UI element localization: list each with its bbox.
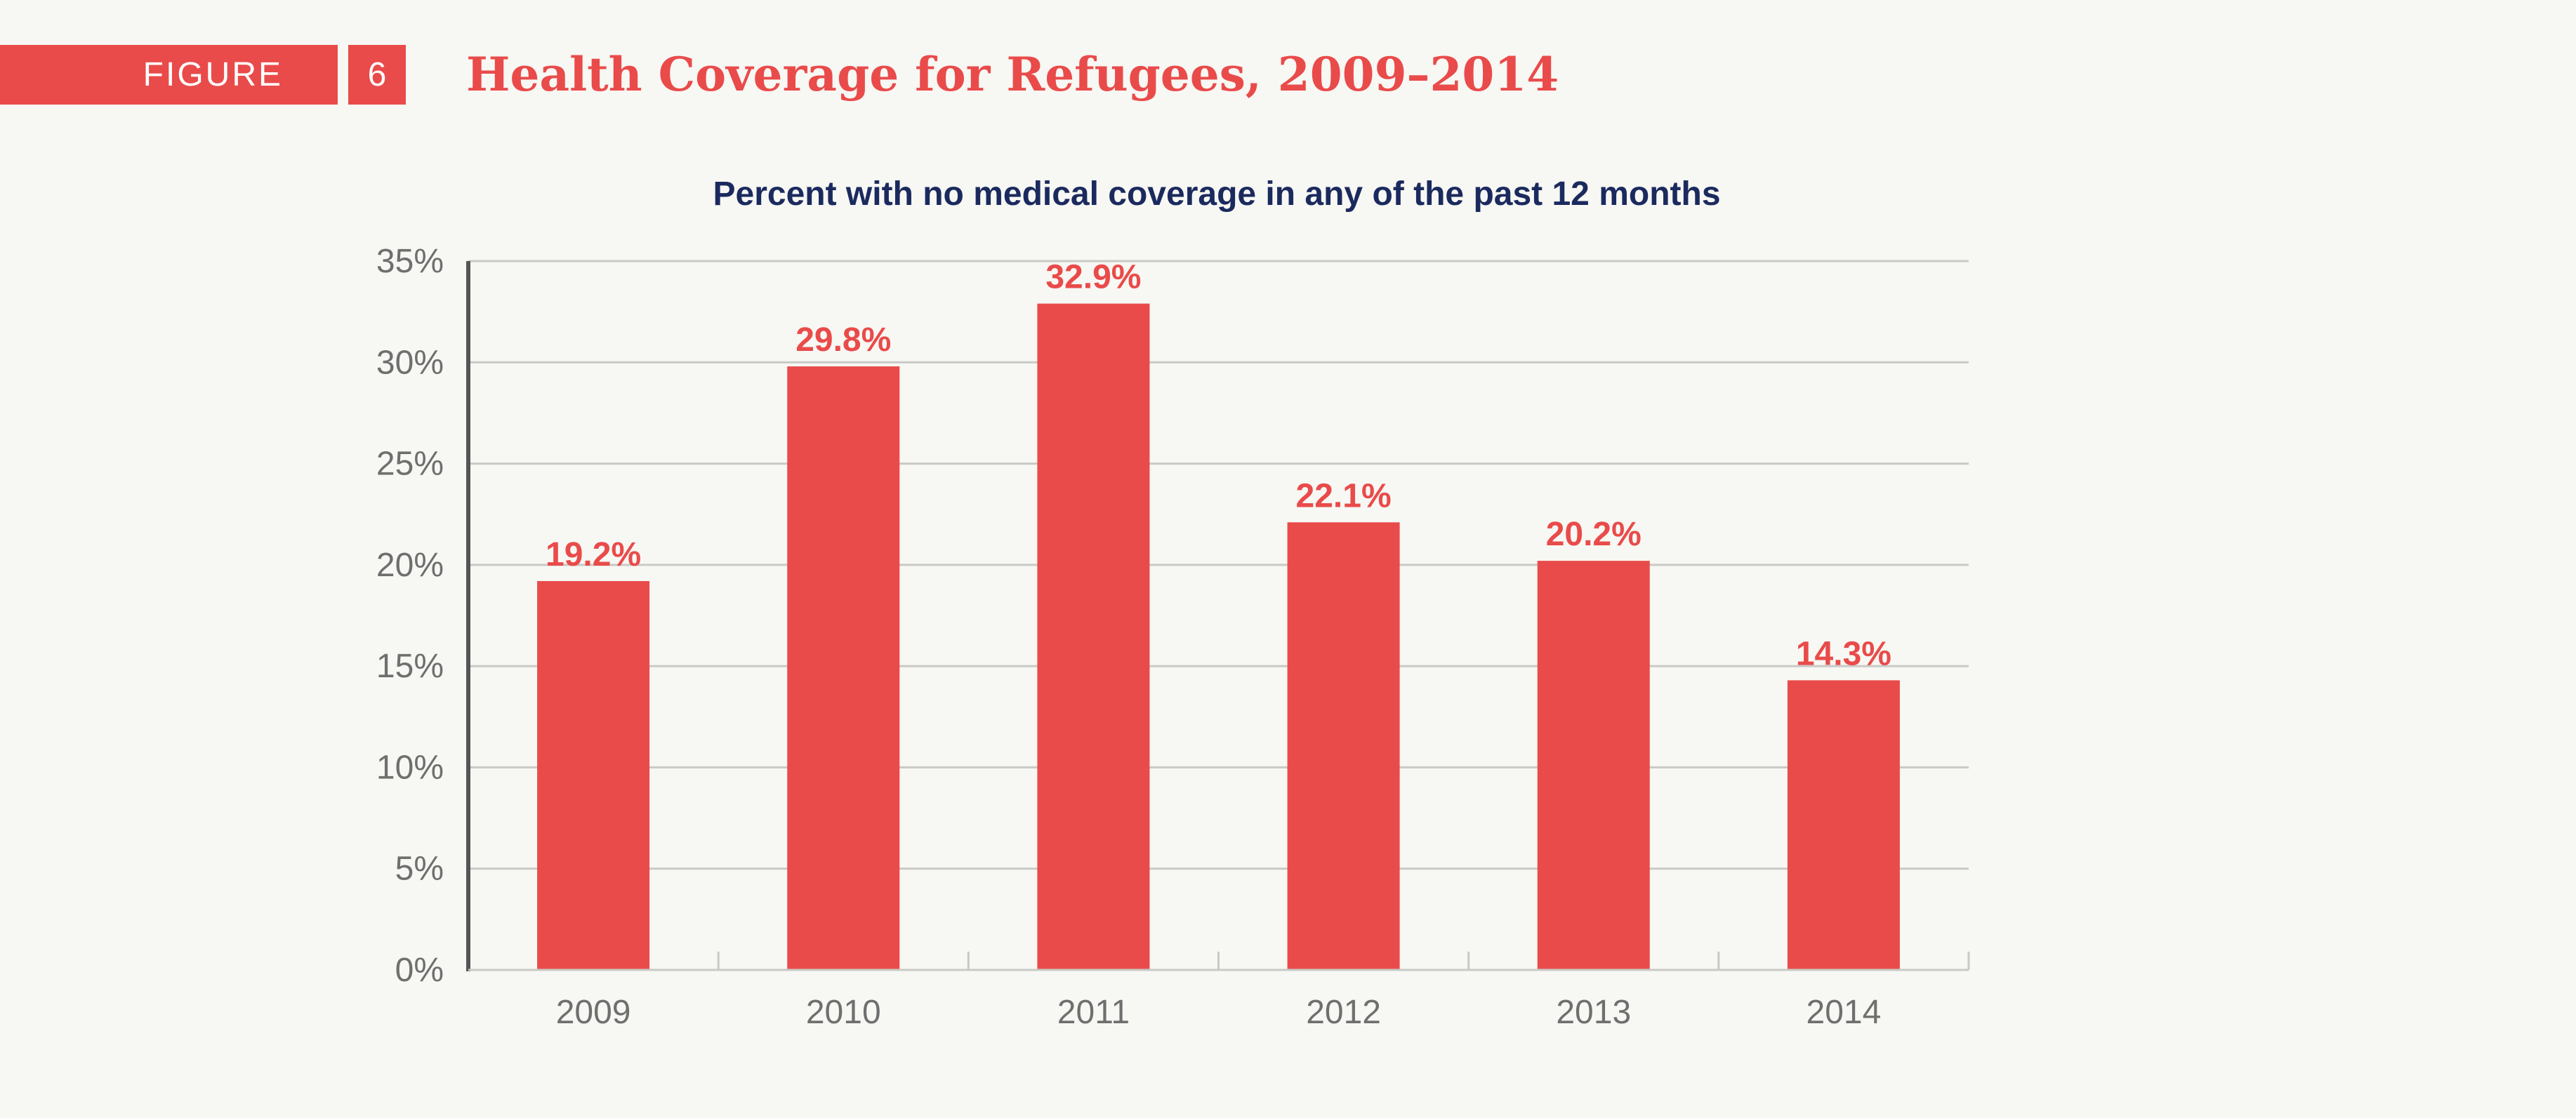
value-label: 22.1% [1296, 477, 1392, 514]
figure-number: 6 [348, 45, 406, 105]
x-tick-label: 2010 [806, 994, 881, 1031]
x-tick-label: 2013 [1556, 994, 1631, 1031]
bar-2013 [1537, 561, 1650, 970]
y-tick-label: 20% [376, 547, 444, 584]
x-tick-label: 2009 [556, 994, 631, 1031]
x-tick-label: 2014 [1806, 994, 1882, 1031]
y-tick-label: 15% [376, 648, 444, 685]
value-label: 20.2% [1546, 516, 1642, 553]
y-tick-label: 10% [376, 749, 444, 786]
y-axis: 0% 5% 10% 15% 20% 25% 30% 35% [376, 243, 470, 989]
bar-2010 [787, 366, 900, 970]
bar-2009 [537, 580, 650, 970]
y-tick-label: 25% [376, 446, 444, 483]
y-tick-label: 30% [376, 344, 444, 381]
y-tick-label: 35% [376, 243, 444, 280]
x-tick-label: 2012 [1306, 994, 1381, 1031]
value-labels: 19.2% 29.8% 32.9% 22.1% 20.2% 14.3% [546, 259, 1891, 673]
x-axis: 2009 2010 2011 2012 2013 2014 [468, 952, 1970, 1031]
figure-label: FIGURE [0, 45, 338, 105]
grid-lines [468, 260, 1969, 870]
bars [537, 303, 1900, 971]
chart-title: Health Coverage for Refugees, 2009–2014 [466, 47, 1559, 102]
value-label: 29.8% [795, 321, 891, 359]
value-label: 32.9% [1045, 259, 1141, 296]
y-tick-label: 0% [395, 952, 444, 989]
bar-2011 [1037, 303, 1150, 971]
value-label: 14.3% [1796, 635, 1891, 672]
y-tick-label: 5% [395, 851, 444, 888]
value-label: 19.2% [546, 536, 641, 573]
bar-2014 [1787, 680, 1900, 970]
x-tick-label: 2011 [1057, 994, 1130, 1031]
bar-2012 [1287, 522, 1400, 970]
chart-subtitle: Percent with no medical coverage in any … [713, 175, 1720, 213]
